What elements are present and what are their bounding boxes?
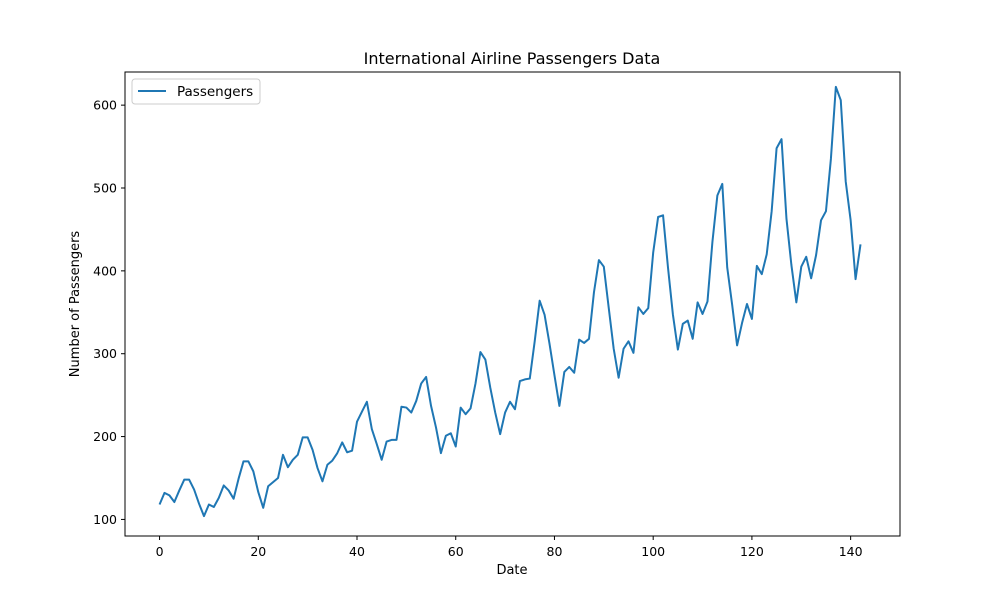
x-tick-label: 20 bbox=[250, 544, 266, 559]
x-tick-label: 120 bbox=[740, 544, 764, 559]
legend: Passengers bbox=[131, 78, 261, 105]
y-tick-label: 100 bbox=[93, 512, 117, 527]
x-axis-ticks: 0 20 40 60 80 100 120 140 bbox=[156, 536, 863, 559]
x-tick-label: 80 bbox=[547, 544, 563, 559]
y-tick-label: 200 bbox=[93, 429, 117, 444]
y-tick-label: 400 bbox=[93, 263, 117, 278]
x-tick-label: 140 bbox=[839, 544, 863, 559]
x-axis-label: Date bbox=[496, 563, 527, 578]
y-tick-label: 600 bbox=[93, 98, 117, 113]
plot-area bbox=[125, 72, 900, 536]
x-tick-label: 0 bbox=[156, 544, 164, 559]
x-tick-label: 40 bbox=[349, 544, 365, 559]
plot-frame bbox=[124, 71, 901, 537]
y-tick-label: 500 bbox=[93, 181, 117, 196]
y-axis-label: Number of Passengers bbox=[68, 231, 83, 378]
x-tick-label: 100 bbox=[641, 544, 665, 559]
y-tick-label: 300 bbox=[93, 346, 117, 361]
chart-title: International Airline Passengers Data bbox=[364, 49, 661, 68]
y-axis-ticks: 100 200 300 400 500 600 bbox=[93, 98, 125, 527]
legend-label-passengers: Passengers bbox=[177, 84, 253, 100]
legend-box bbox=[131, 78, 261, 105]
series-line-passengers bbox=[158, 85, 862, 518]
x-tick-label: 60 bbox=[448, 544, 464, 559]
